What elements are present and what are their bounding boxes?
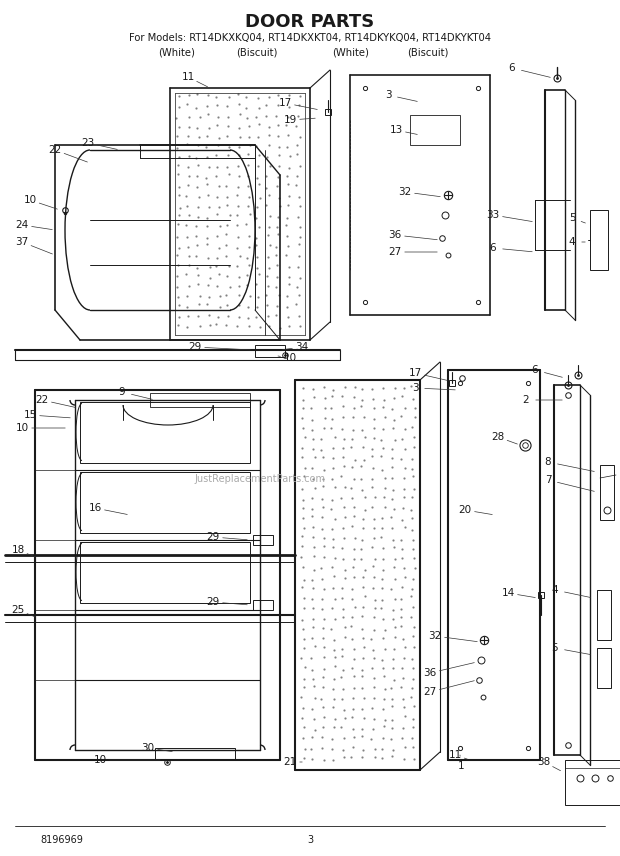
Text: 20: 20 — [458, 505, 472, 515]
Text: 29: 29 — [206, 597, 219, 607]
Text: 30: 30 — [141, 743, 154, 753]
Bar — [255, 345, 285, 357]
Bar — [155, 748, 235, 760]
Text: 7: 7 — [545, 475, 551, 485]
Text: 5: 5 — [569, 213, 575, 223]
Bar — [80, 402, 250, 463]
Text: 19: 19 — [283, 115, 296, 125]
Text: 10: 10 — [283, 353, 296, 363]
Bar — [410, 115, 460, 145]
Bar — [597, 648, 611, 688]
Bar — [80, 542, 250, 603]
Text: 3: 3 — [384, 90, 391, 100]
Text: 36: 36 — [423, 668, 436, 678]
Text: 18: 18 — [11, 545, 25, 555]
Text: 14: 14 — [502, 588, 515, 598]
Bar — [80, 472, 250, 533]
Text: 28: 28 — [492, 432, 505, 442]
Text: 4: 4 — [569, 237, 575, 247]
Text: 34: 34 — [295, 342, 309, 352]
Text: 11: 11 — [182, 72, 195, 82]
Text: 3: 3 — [412, 383, 418, 393]
Text: 5: 5 — [552, 643, 559, 653]
Text: 22: 22 — [48, 145, 61, 155]
Text: 27: 27 — [388, 247, 402, 257]
Text: 22: 22 — [35, 395, 48, 405]
Text: 17: 17 — [409, 368, 422, 378]
Text: 38: 38 — [538, 757, 551, 767]
Text: (White): (White) — [158, 47, 195, 57]
Text: 23: 23 — [81, 138, 95, 148]
Text: 17: 17 — [278, 98, 291, 108]
Text: 9: 9 — [118, 387, 125, 397]
Text: 32: 32 — [399, 187, 412, 197]
Text: 16: 16 — [89, 503, 102, 513]
Text: (White): (White) — [332, 47, 369, 57]
Text: For Models: RT14DKXKQ04, RT14DKXKT04, RT14DKYKQ04, RT14DKYKT04: For Models: RT14DKXKQ04, RT14DKXKT04, RT… — [129, 33, 491, 43]
Text: 29: 29 — [188, 342, 202, 352]
Text: 15: 15 — [24, 410, 37, 420]
Text: JustReplacementParts.com: JustReplacementParts.com — [195, 474, 326, 484]
Text: 21: 21 — [283, 757, 296, 767]
Text: 13: 13 — [389, 125, 402, 135]
Text: 10: 10 — [16, 423, 29, 433]
Text: 4: 4 — [552, 585, 559, 595]
Bar — [150, 393, 250, 407]
Text: 3: 3 — [307, 835, 313, 845]
Text: 10: 10 — [24, 195, 37, 205]
Text: 32: 32 — [428, 631, 441, 641]
Text: 6: 6 — [532, 365, 538, 375]
Text: 37: 37 — [16, 237, 29, 247]
Text: (Biscuit): (Biscuit) — [237, 47, 278, 57]
Text: 1: 1 — [458, 761, 464, 771]
Text: (Biscuit): (Biscuit) — [407, 47, 448, 57]
Text: 6: 6 — [508, 63, 515, 73]
Bar — [597, 590, 611, 640]
Text: 29: 29 — [206, 532, 219, 542]
Text: 33: 33 — [486, 210, 500, 220]
Text: 2: 2 — [523, 395, 529, 405]
Bar — [253, 600, 273, 610]
Text: 8196969: 8196969 — [40, 835, 83, 845]
Bar — [253, 535, 273, 545]
Text: 8: 8 — [545, 457, 551, 467]
Text: 24: 24 — [16, 220, 29, 230]
Bar — [565, 760, 620, 805]
Text: DOOR PARTS: DOOR PARTS — [246, 13, 374, 31]
Text: 25: 25 — [11, 605, 25, 615]
Text: 6: 6 — [490, 243, 497, 253]
Bar — [590, 210, 608, 270]
Bar — [600, 465, 614, 520]
Text: 27: 27 — [423, 687, 436, 697]
Text: 11: 11 — [448, 750, 462, 760]
Text: 36: 36 — [388, 230, 402, 240]
Text: 10: 10 — [94, 755, 107, 765]
